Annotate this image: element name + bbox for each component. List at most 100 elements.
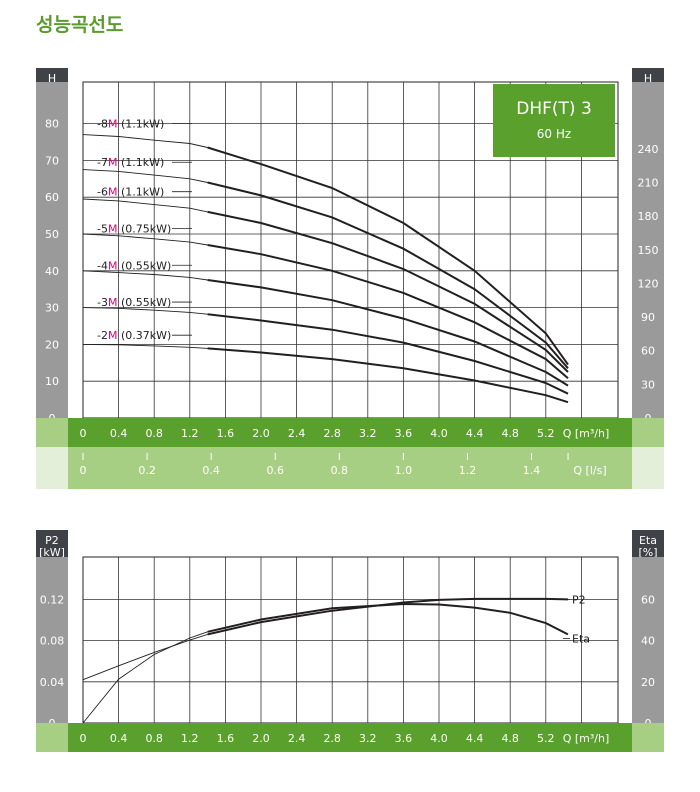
y-right-axis-bar [632,557,664,731]
x-tick-label: 3.6 [395,427,413,440]
y-left-tick-label: 80 [45,118,59,131]
plot-area [82,556,619,724]
series-power: (0.55kW) [117,296,171,309]
series-stage: -6 [97,186,108,199]
x-axis-bar [68,418,632,447]
head-curve [207,181,569,369]
x2-tick-label: 1.0 [395,464,413,477]
y-right-tick-label: 40 [641,635,655,648]
y-left-tick-label: 0.12 [40,593,65,606]
curve-eta [207,602,569,636]
head-curve-thin [82,198,208,213]
y-right-tick-label: 20 [641,676,655,689]
y-right-tick-label: 60 [641,345,655,358]
x2-tick-label: 0.6 [266,464,284,477]
x-tick-label: 4.0 [430,427,448,440]
head-curve-thin [82,233,208,246]
x-tick-label: 1.6 [217,427,235,440]
x-axis-unit: Q [m³/h] [563,732,610,745]
y-left-tick-label: 20 [45,338,59,351]
y-right-label: Eta [639,534,657,547]
series-model-letter: M [108,156,118,169]
model-box [493,84,615,157]
x-tick-label: 5.2 [537,732,555,745]
y-left-tick-label: 40 [45,265,59,278]
eta-series-label: Eta [572,632,590,645]
y-right-tick-label: 60 [641,593,655,606]
y-right-tick-label: 210 [638,176,659,189]
x-tick-label: 5.2 [537,427,555,440]
x-tick-label: 3.6 [395,732,413,745]
y-right-unit-header [632,530,664,557]
series-stage: -4 [97,259,108,272]
series-power: (1.1kW) [117,186,164,199]
x-tick-label: 0 [80,732,87,745]
y-left-unit-header [36,68,68,82]
curve-p2-thin [82,633,208,681]
y-right-tick-label: 150 [638,244,659,257]
y-left-tick-label: 60 [45,191,59,204]
y-left-axis-bar [36,557,68,731]
y-left-label: H [48,72,56,85]
y-left-tick-label: 10 [45,375,59,388]
series-power: (1.1kW) [117,118,164,131]
curve-p2 [207,597,569,636]
series-stage: -5 [97,222,108,235]
head-curve [207,244,569,380]
y-right-tick-label: 180 [638,210,659,223]
x-tick-label: 3.2 [359,732,377,745]
y-left-unit-header [36,530,68,557]
y-left-tick-label: 70 [45,154,59,167]
x-tick-label: 4.0 [430,732,448,745]
series-power: (1.1kW) [117,156,164,169]
y-right-tick-label: 120 [638,277,659,290]
series-power: (0.37kW) [117,329,171,342]
x2-tick-label: 0.2 [138,464,156,477]
x2-tick-label: 1.2 [459,464,477,477]
x2-axis-bar [68,447,632,489]
x-tick-label: 0 [80,427,87,440]
x-tick-label: 4.8 [501,732,519,745]
head-curve-thin [82,307,208,315]
series-power: (0.75kW) [117,222,171,235]
head-curve-thin [82,343,208,349]
x2-tick-label: 0 [80,464,87,477]
head-curve-thin [82,134,208,148]
x-tick-label: 2.8 [323,427,341,440]
x-tick-label: 2.0 [252,427,270,440]
series-model-letter: M [108,186,118,199]
y-left-unit: [kW] [39,546,65,559]
x2-tick-label: 0.4 [202,464,220,477]
y-left-label: P2 [45,534,59,547]
series-label: -2M (0.37kW) [97,329,171,342]
x-tick-label: 1.2 [181,427,199,440]
head-curve [207,146,569,366]
frequency-label: 60 Hz [537,127,571,141]
series-stage: -2 [97,329,108,342]
series-model-letter: M [108,329,118,342]
x-tick-label: 2.4 [288,732,306,745]
p2-series-label: P2 [572,593,586,606]
series-model-letter: M [108,259,118,272]
head-curve [207,210,569,373]
y-left-tick-label: 30 [45,302,59,315]
x-tick-label: 0.8 [145,427,163,440]
x-tick-label: 4.8 [501,427,519,440]
x-tick-label: 0.4 [110,427,128,440]
series-stage: -8 [97,118,108,131]
series-label: -7M (1.1kW) [97,156,164,169]
page-title: 성능곡선도 [36,14,124,36]
head-curve [207,279,569,387]
head-curve-thin [82,169,208,183]
head-curve [207,347,569,404]
head-curve [207,313,569,395]
x-tick-label: 2.0 [252,732,270,745]
y-left-axis-bar [36,82,68,426]
y-left-tick-label: 0.04 [40,676,65,689]
series-label: -5M (0.75kW) [97,222,171,235]
x-axis-unit: Q [m³/h] [563,427,610,440]
y-right-tick-label: 90 [641,311,655,324]
y-left-tick-label: 0.08 [40,635,65,648]
model-label: DHF(T) 3 [516,99,592,119]
y-right-unit-header [632,68,664,82]
